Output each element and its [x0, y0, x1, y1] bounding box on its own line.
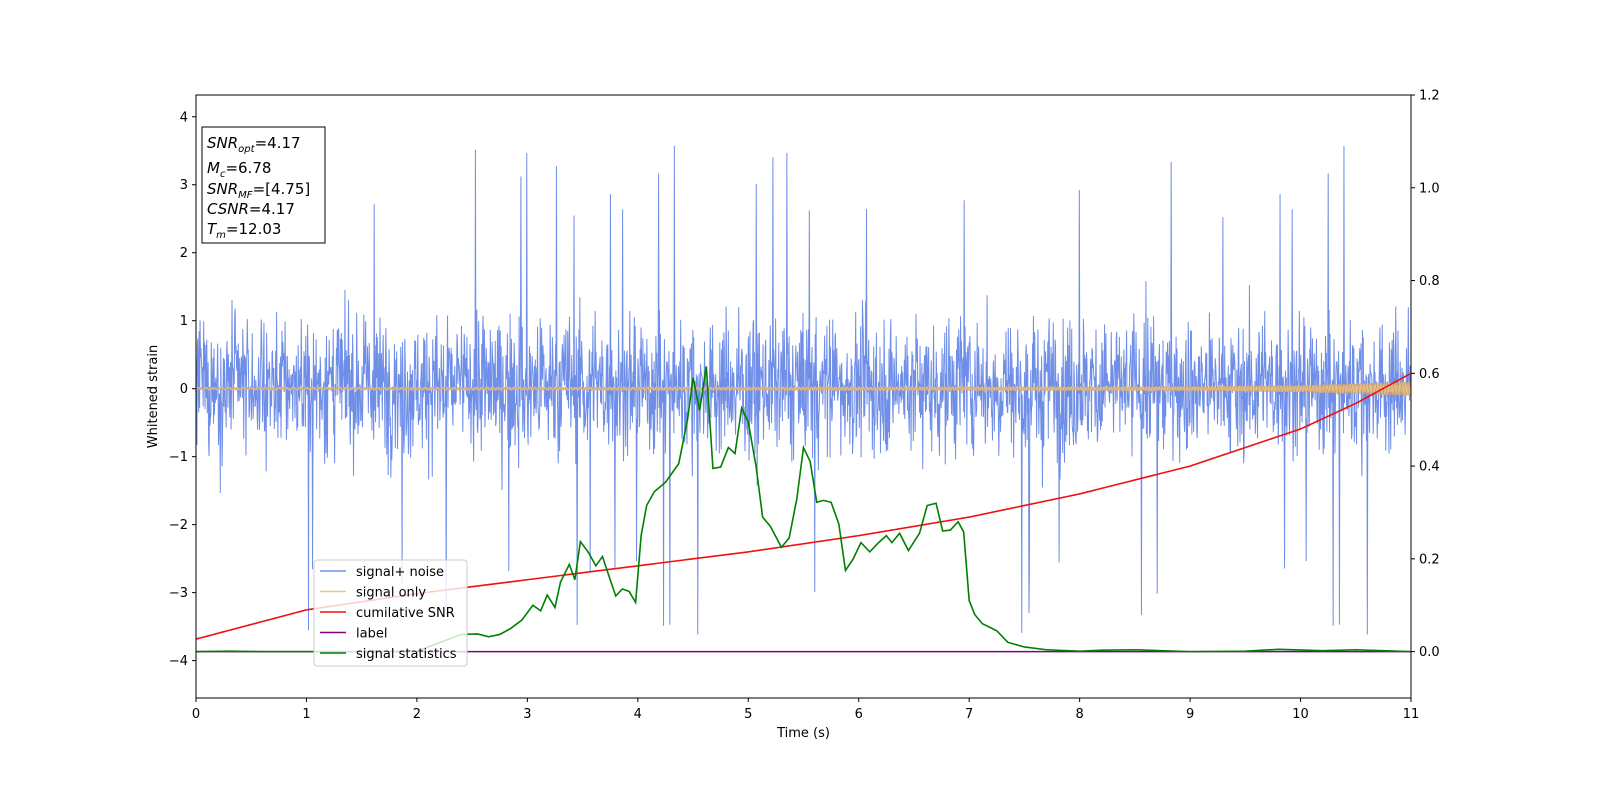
y-tick-label: 4: [180, 110, 188, 125]
x-tick-label: 8: [1075, 707, 1083, 722]
y-tick-label: 0: [180, 382, 188, 397]
y-tick-label: −4: [169, 654, 188, 669]
x-tick-label: 9: [1186, 707, 1194, 722]
stats-csnr: CSNR=4.17: [207, 200, 295, 218]
x-tick-label: 0: [192, 707, 200, 722]
y-axis-label: Whitened strain: [146, 345, 161, 448]
x-axis: 0 1 2 3 4 5 6 7 8 9 10 11: [192, 698, 1419, 722]
stats-mc-value: =6.78: [225, 159, 271, 177]
y-tick-label: 2: [180, 246, 188, 261]
series-signal-only: [196, 382, 1411, 396]
y2-tick-label: 1.2: [1419, 89, 1440, 104]
stats-box-frame: [201, 126, 326, 244]
stats-snr-mf-sub: MF: [238, 190, 253, 201]
x-tick-label: 11: [1403, 707, 1420, 722]
stats-mc-name: M: [207, 159, 220, 177]
y2-tick-label: 0.0: [1419, 645, 1440, 660]
y-tick-label: −1: [169, 450, 188, 465]
series-signal-statistics: [196, 366, 1411, 653]
stats-snr-mf-value: =[4.75]: [253, 180, 311, 198]
x-tick-label: 2: [413, 707, 421, 722]
y-tick-label: 1: [180, 314, 188, 329]
y2-tick-label: 0.4: [1419, 460, 1440, 475]
series-signal-plus-noise: [196, 146, 1411, 635]
x-tick-label: 10: [1292, 707, 1309, 722]
y-axis-right: 1.2 1.0 0.8 0.6 0.4 0.2 0.0: [1411, 89, 1440, 660]
stats-box: SNRopt=4.17 Mc=6.78 SNRMF=[4.75] CSNR=4.…: [201, 126, 326, 244]
series-signal-only-band: [196, 381, 1411, 396]
y2-tick-label: 0.2: [1419, 552, 1440, 567]
legend-label-signal-only: signal only: [356, 586, 426, 601]
stats-tm: Tm=12.03: [207, 220, 281, 241]
x-tick-label: 5: [744, 707, 752, 722]
stats-mc: Mc=6.78: [207, 159, 271, 180]
stats-snr-opt-sub: opt: [238, 144, 255, 155]
stats-tm-name: T: [207, 220, 218, 238]
x-tick-label: 6: [855, 707, 863, 722]
legend-label-signal-plus-noise: signal+ noise: [356, 565, 444, 580]
stats-tm-sub: m: [216, 230, 226, 241]
plot-frame: [195, 94, 1412, 699]
stats-mc-sub: c: [220, 169, 226, 180]
x-tick-label: 1: [302, 707, 310, 722]
x-tick-label: 3: [523, 707, 531, 722]
legend-label-cumilative-snr: cumilative SNR: [356, 606, 455, 621]
y2-tick-label: 0.6: [1419, 367, 1440, 382]
stats-snr-mf: SNRMF=[4.75]: [207, 180, 310, 201]
x-tick-label: 4: [634, 707, 642, 722]
stats-snr-opt: SNRopt=4.17: [207, 134, 301, 155]
y-tick-label: −3: [169, 586, 188, 601]
stats-snr-mf-name: SNR: [207, 180, 238, 198]
y-tick-label: 3: [180, 178, 188, 193]
stats-snr-opt-name: SNR: [207, 134, 238, 152]
stats-csnr-value: =4.17: [249, 200, 295, 218]
stats-snr-opt-value: =4.17: [255, 134, 301, 152]
legend-label-signal-statistics: signal statistics: [356, 647, 457, 662]
y-tick-label: −2: [169, 518, 188, 533]
legend-frame: [313, 559, 468, 667]
legend-label-label: label: [356, 627, 387, 642]
stats-tm-value: =12.03: [226, 220, 282, 238]
y2-tick-label: 1.0: [1419, 181, 1440, 196]
stats-csnr-name: CSNR: [207, 200, 249, 218]
x-tick-label: 7: [965, 707, 973, 722]
legend: signal+ noise signal only cumilative SNR…: [313, 559, 468, 667]
y-axis-left: 4 3 2 1 0 −1 −2 −3 −4: [169, 110, 196, 669]
y2-tick-label: 0.8: [1419, 274, 1440, 289]
x-axis-label: Time (s): [776, 726, 830, 741]
